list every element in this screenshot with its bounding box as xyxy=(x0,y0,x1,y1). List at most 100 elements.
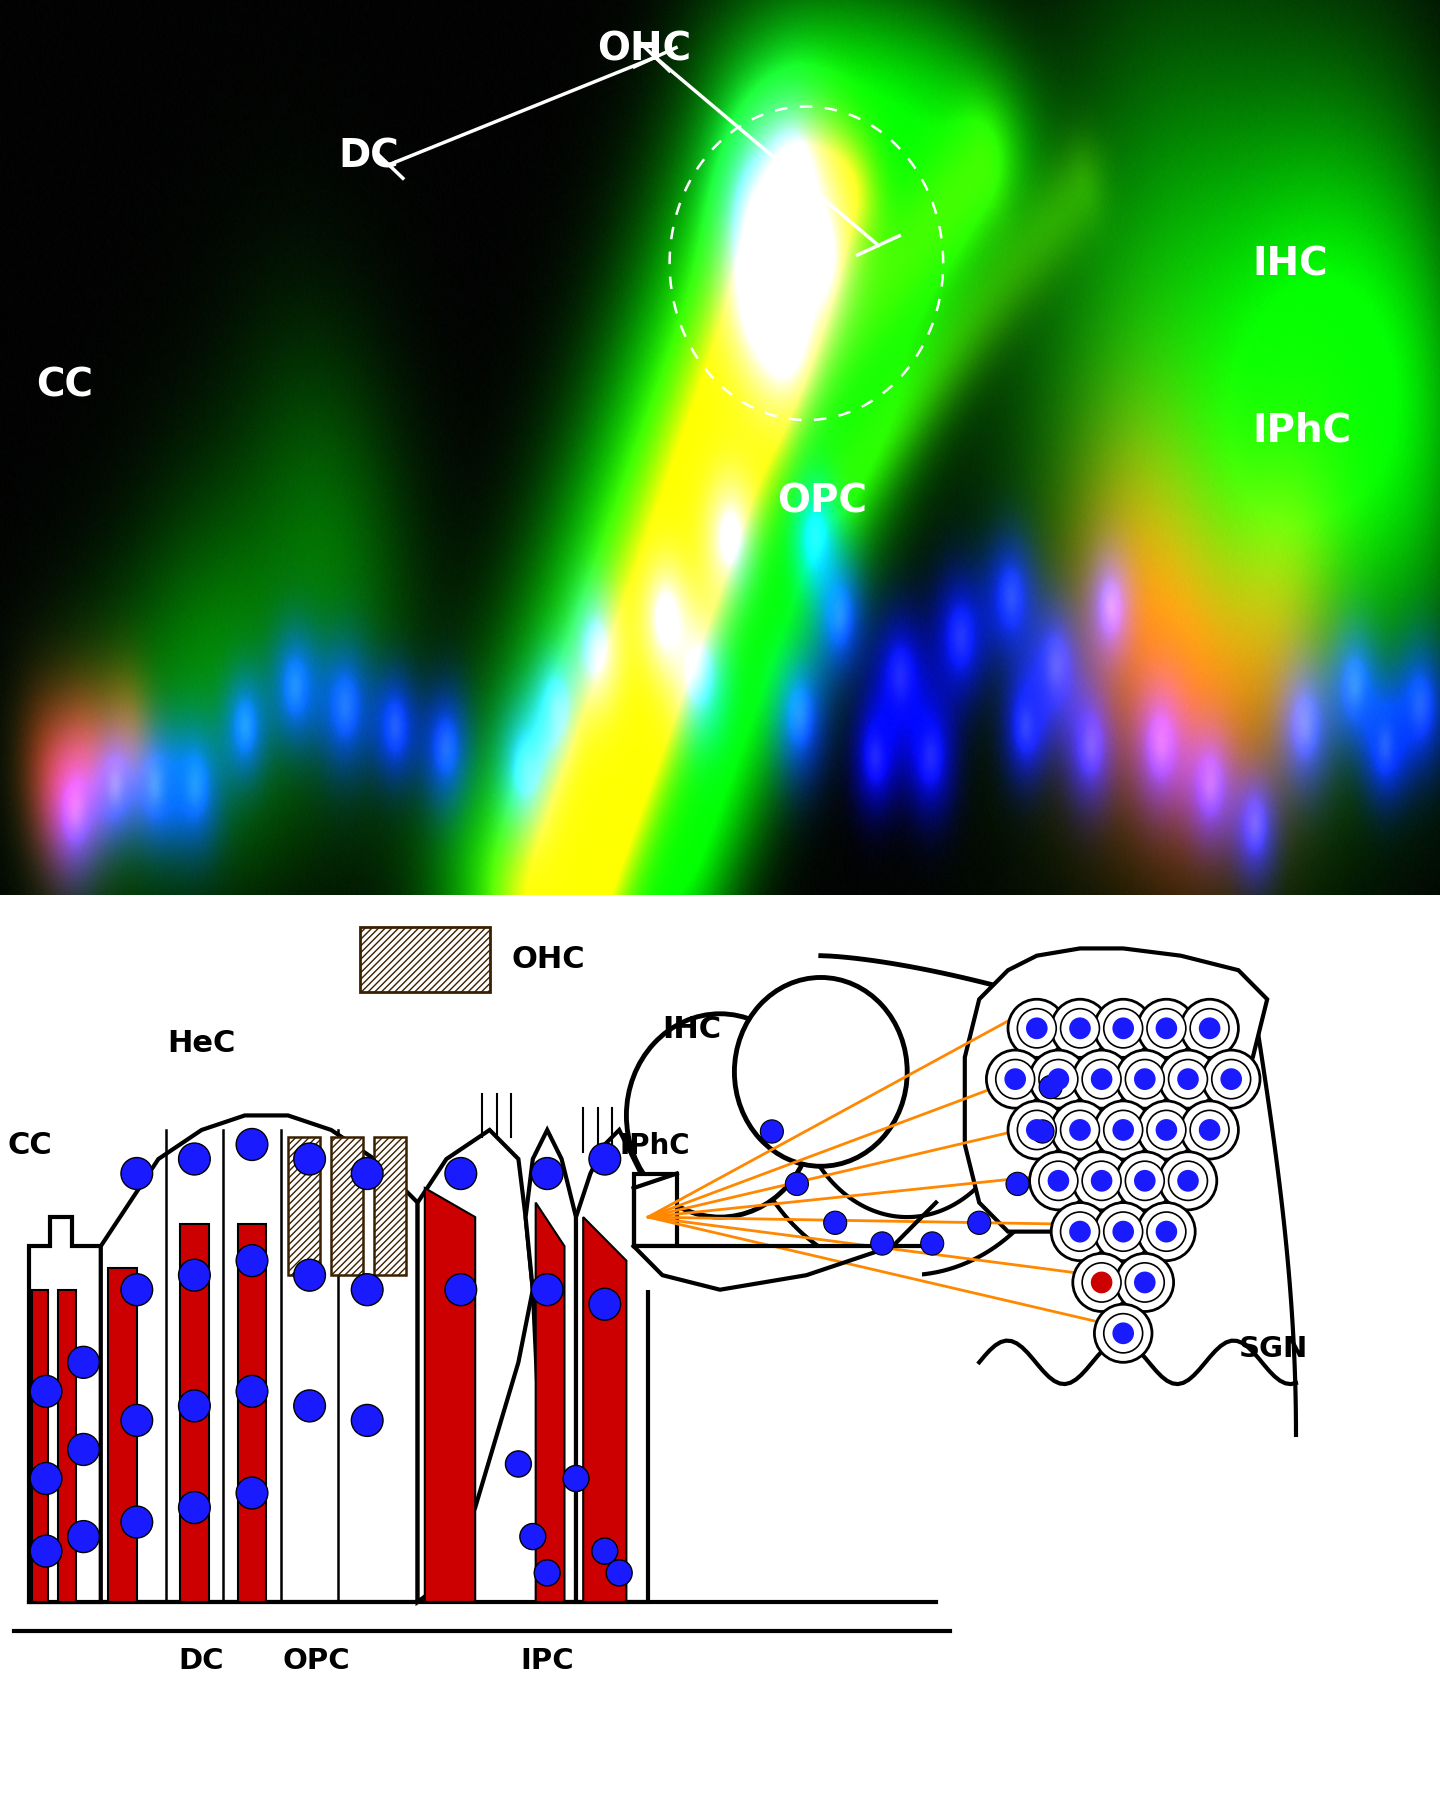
Circle shape xyxy=(1191,1009,1230,1048)
Circle shape xyxy=(1202,1050,1260,1109)
Circle shape xyxy=(121,1275,153,1305)
Circle shape xyxy=(1025,1120,1047,1142)
Circle shape xyxy=(121,1507,153,1539)
Circle shape xyxy=(236,1478,268,1509)
Circle shape xyxy=(236,1244,268,1277)
Circle shape xyxy=(1017,1111,1057,1151)
Circle shape xyxy=(1156,1018,1178,1039)
Polygon shape xyxy=(29,1217,101,1602)
Circle shape xyxy=(1113,1018,1135,1039)
Circle shape xyxy=(68,1433,99,1465)
Circle shape xyxy=(1116,1253,1174,1313)
Polygon shape xyxy=(32,1289,48,1602)
Text: CC: CC xyxy=(7,1131,52,1160)
Circle shape xyxy=(1159,1153,1217,1210)
Circle shape xyxy=(30,1464,62,1494)
Circle shape xyxy=(1092,1170,1113,1192)
Circle shape xyxy=(1083,1264,1122,1302)
Circle shape xyxy=(986,1050,1044,1109)
Circle shape xyxy=(968,1212,991,1235)
Circle shape xyxy=(505,1451,531,1478)
Circle shape xyxy=(1040,1075,1063,1099)
Circle shape xyxy=(1060,1111,1100,1151)
Circle shape xyxy=(1181,1102,1238,1160)
Circle shape xyxy=(1135,1068,1155,1090)
Circle shape xyxy=(1060,1212,1100,1251)
Circle shape xyxy=(871,1232,894,1255)
Circle shape xyxy=(1104,1314,1143,1354)
Circle shape xyxy=(1104,1009,1143,1048)
Circle shape xyxy=(1156,1120,1178,1142)
Circle shape xyxy=(1169,1162,1207,1201)
Circle shape xyxy=(1094,1203,1152,1260)
Polygon shape xyxy=(180,1224,209,1602)
Bar xyxy=(331,1138,363,1275)
Bar xyxy=(374,1138,406,1275)
Circle shape xyxy=(1212,1061,1250,1099)
Circle shape xyxy=(1005,1068,1025,1090)
Polygon shape xyxy=(536,1203,564,1602)
Circle shape xyxy=(1094,1102,1152,1160)
Circle shape xyxy=(1051,1000,1109,1057)
Circle shape xyxy=(179,1260,210,1291)
Circle shape xyxy=(1156,1221,1178,1242)
Circle shape xyxy=(179,1492,210,1523)
Circle shape xyxy=(1017,1009,1057,1048)
Polygon shape xyxy=(634,1246,922,1289)
Ellipse shape xyxy=(734,978,907,1167)
Circle shape xyxy=(294,1390,325,1422)
Circle shape xyxy=(563,1465,589,1492)
Circle shape xyxy=(1031,1120,1054,1144)
Text: DC: DC xyxy=(338,138,399,176)
Circle shape xyxy=(592,1539,618,1564)
Circle shape xyxy=(1040,1061,1079,1099)
Circle shape xyxy=(1200,1018,1221,1039)
Circle shape xyxy=(1008,1102,1066,1160)
Circle shape xyxy=(1113,1120,1135,1142)
Text: IHC: IHC xyxy=(662,1014,721,1043)
Text: SGN: SGN xyxy=(1238,1334,1308,1363)
Circle shape xyxy=(1030,1050,1087,1109)
Circle shape xyxy=(1178,1068,1198,1090)
Circle shape xyxy=(1092,1068,1113,1090)
Circle shape xyxy=(236,1375,268,1408)
Circle shape xyxy=(1113,1221,1135,1242)
Circle shape xyxy=(1148,1212,1187,1251)
Circle shape xyxy=(1138,1203,1195,1260)
Polygon shape xyxy=(576,1131,648,1602)
Text: IPhC: IPhC xyxy=(1253,410,1352,450)
Circle shape xyxy=(351,1404,383,1437)
Circle shape xyxy=(606,1561,632,1586)
Circle shape xyxy=(1068,1018,1092,1039)
Circle shape xyxy=(824,1212,847,1235)
Circle shape xyxy=(1135,1170,1155,1192)
Circle shape xyxy=(760,1120,783,1144)
Circle shape xyxy=(351,1275,383,1305)
Circle shape xyxy=(121,1158,153,1190)
Circle shape xyxy=(1051,1102,1109,1160)
Text: HeC: HeC xyxy=(167,1028,236,1057)
Circle shape xyxy=(1191,1111,1230,1151)
Polygon shape xyxy=(425,1188,475,1602)
Bar xyxy=(360,928,490,992)
Circle shape xyxy=(351,1158,383,1190)
Circle shape xyxy=(1051,1203,1109,1260)
Circle shape xyxy=(1138,1000,1195,1057)
Text: OPC: OPC xyxy=(778,482,867,520)
Text: OPC: OPC xyxy=(284,1647,350,1674)
Circle shape xyxy=(1030,1153,1087,1210)
Circle shape xyxy=(1008,1000,1066,1057)
Circle shape xyxy=(531,1275,563,1305)
Circle shape xyxy=(1073,1253,1130,1313)
Polygon shape xyxy=(238,1224,266,1602)
Circle shape xyxy=(1073,1050,1130,1109)
Circle shape xyxy=(30,1535,62,1568)
Circle shape xyxy=(1148,1009,1187,1048)
Circle shape xyxy=(1073,1153,1130,1210)
Text: IPC: IPC xyxy=(520,1647,575,1674)
Circle shape xyxy=(1104,1212,1143,1251)
Circle shape xyxy=(179,1390,210,1422)
Ellipse shape xyxy=(626,1014,814,1217)
Circle shape xyxy=(68,1347,99,1379)
Circle shape xyxy=(589,1289,621,1320)
